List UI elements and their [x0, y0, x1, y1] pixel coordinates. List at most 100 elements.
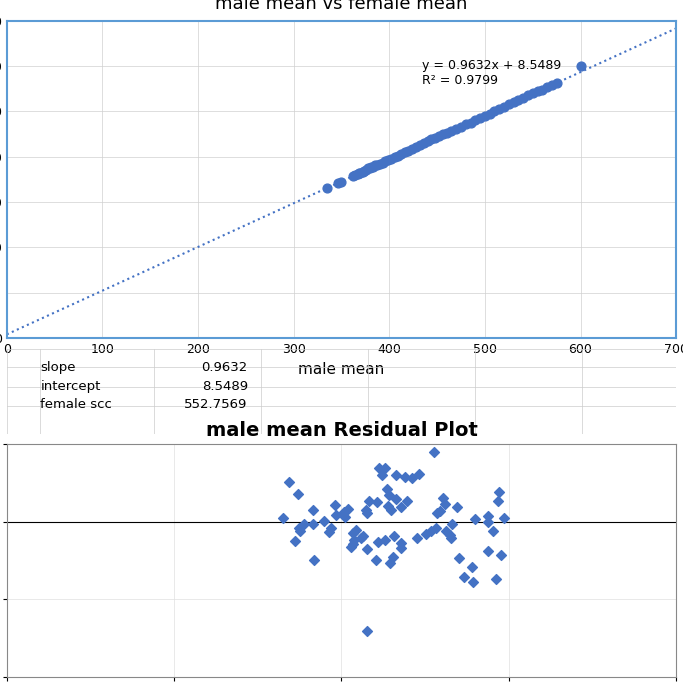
Point [307, 505, 318, 516]
Point [307, 518, 318, 529]
Point [382, 501, 393, 512]
Point [338, 506, 349, 517]
Point [435, 505, 446, 516]
Point [483, 516, 494, 527]
Point [469, 514, 480, 525]
Point [361, 165, 372, 176]
Text: 0.9632: 0.9632 [201, 361, 248, 374]
Point [283, 476, 294, 487]
Point [371, 555, 382, 566]
Point [309, 555, 320, 566]
Point [484, 108, 495, 119]
Point [430, 132, 441, 143]
Point [399, 472, 410, 483]
Point [508, 96, 519, 107]
X-axis label: male mean: male mean [298, 362, 385, 377]
Point [437, 129, 448, 140]
Point [454, 553, 464, 564]
Point [361, 543, 372, 554]
Point [361, 507, 372, 518]
Point [351, 525, 362, 536]
Point [441, 127, 452, 138]
Point [363, 163, 374, 174]
Point [499, 513, 510, 524]
Point [354, 167, 365, 178]
Point [380, 535, 391, 546]
Point [422, 136, 433, 147]
Title: male mean vs female mean: male mean vs female mean [215, 0, 468, 14]
Point [367, 161, 378, 172]
Point [551, 78, 562, 89]
Point [426, 134, 437, 145]
Point [347, 538, 358, 549]
Point [290, 536, 301, 547]
Point [402, 495, 413, 506]
Point [575, 60, 586, 71]
Point [357, 531, 368, 542]
Point [363, 496, 374, 507]
Point [470, 115, 481, 126]
Point [413, 469, 424, 479]
Text: y = 0.9632x + 8.5489
R² = 0.9799: y = 0.9632x + 8.5489 R² = 0.9799 [422, 59, 561, 87]
Point [374, 159, 385, 170]
Point [432, 508, 443, 518]
Point [492, 495, 503, 506]
Point [377, 157, 388, 168]
Point [421, 529, 432, 540]
Point [445, 529, 456, 540]
Point [482, 511, 493, 522]
Point [542, 82, 553, 93]
Point [278, 512, 289, 523]
Point [491, 573, 502, 584]
Title: male mean Residual Plot: male mean Residual Plot [206, 421, 477, 440]
Point [465, 117, 476, 128]
Point [370, 160, 380, 171]
Point [459, 572, 470, 583]
Point [441, 525, 452, 536]
Point [438, 492, 449, 503]
Point [359, 166, 370, 176]
Point [357, 166, 368, 177]
Point [384, 558, 395, 569]
Point [446, 126, 457, 137]
Point [407, 472, 418, 483]
Point [376, 470, 387, 481]
Point [460, 119, 471, 130]
Text: slope: slope [40, 361, 76, 374]
Point [451, 124, 462, 135]
Point [381, 484, 392, 495]
Point [360, 504, 371, 515]
Point [429, 446, 440, 457]
Point [324, 527, 335, 538]
Point [389, 152, 400, 163]
Point [331, 510, 342, 521]
Point [407, 144, 418, 155]
Point [451, 501, 462, 512]
Point [494, 103, 505, 114]
Text: female scc: female scc [40, 398, 112, 411]
Point [353, 168, 364, 179]
Text: intercept: intercept [40, 380, 100, 393]
Point [410, 142, 421, 153]
Point [343, 503, 354, 514]
Point [468, 577, 479, 588]
Point [518, 92, 529, 103]
Point [380, 463, 391, 474]
Point [298, 518, 309, 529]
Point [434, 131, 445, 142]
Point [546, 80, 557, 91]
Point [493, 486, 504, 497]
Point [329, 499, 340, 510]
Point [395, 537, 406, 548]
Point [374, 462, 385, 473]
Point [385, 505, 396, 516]
Text: 8.5489: 8.5489 [201, 380, 248, 393]
Point [386, 153, 397, 164]
Point [532, 86, 543, 97]
Point [371, 497, 382, 508]
Point [489, 106, 500, 117]
Point [350, 170, 361, 181]
Point [475, 113, 486, 124]
Point [355, 532, 366, 543]
Point [365, 163, 376, 174]
